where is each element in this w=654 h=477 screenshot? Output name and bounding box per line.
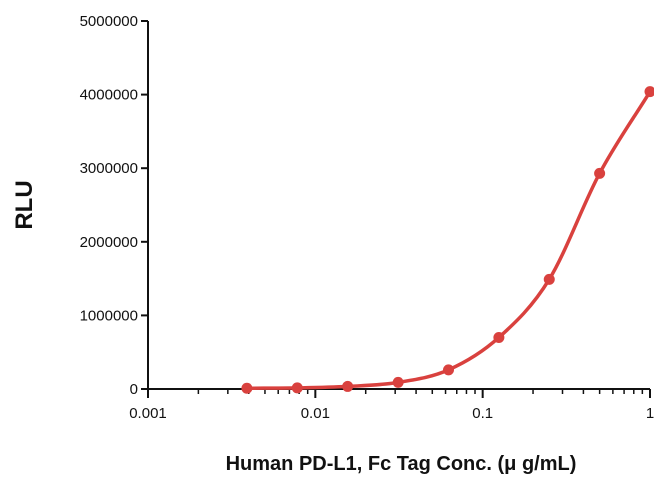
data-points: [241, 86, 654, 394]
data-point: [594, 167, 606, 179]
data-point: [644, 86, 654, 98]
y-tick-label: 5000000: [80, 13, 138, 30]
y-tick-label: 0: [130, 381, 138, 398]
axes: [147, 21, 650, 390]
y-tick-label: 3000000: [80, 160, 138, 177]
x-tick-label: 0.01: [301, 405, 330, 422]
data-point: [543, 273, 555, 285]
data-point: [392, 376, 404, 388]
y-tick-label: 4000000: [80, 87, 138, 104]
x-ticks: 0.001 0.01 0.1 1: [129, 389, 654, 422]
x-tick-label: 1: [646, 405, 654, 422]
x-tick-label: 0.1: [472, 405, 493, 422]
y-tick-label: 2000000: [80, 234, 138, 251]
x-tick-label: 0.001: [129, 405, 167, 422]
data-point: [342, 380, 354, 392]
y-tick-label: 1000000: [80, 307, 138, 324]
data-point: [241, 382, 253, 394]
fit-curve-group: [246, 90, 652, 391]
data-point: [443, 364, 455, 376]
fit-curve: [246, 90, 652, 391]
data-point: [291, 382, 303, 394]
y-axis-label: RLU: [11, 180, 38, 229]
data-point: [493, 331, 505, 343]
x-axis-label: Human PD-L1, Fc Tag Conc. (μ g/mL): [226, 453, 577, 475]
y-ticks: 0 1000000 2000000 3000000 4000000 5000000: [80, 13, 148, 398]
